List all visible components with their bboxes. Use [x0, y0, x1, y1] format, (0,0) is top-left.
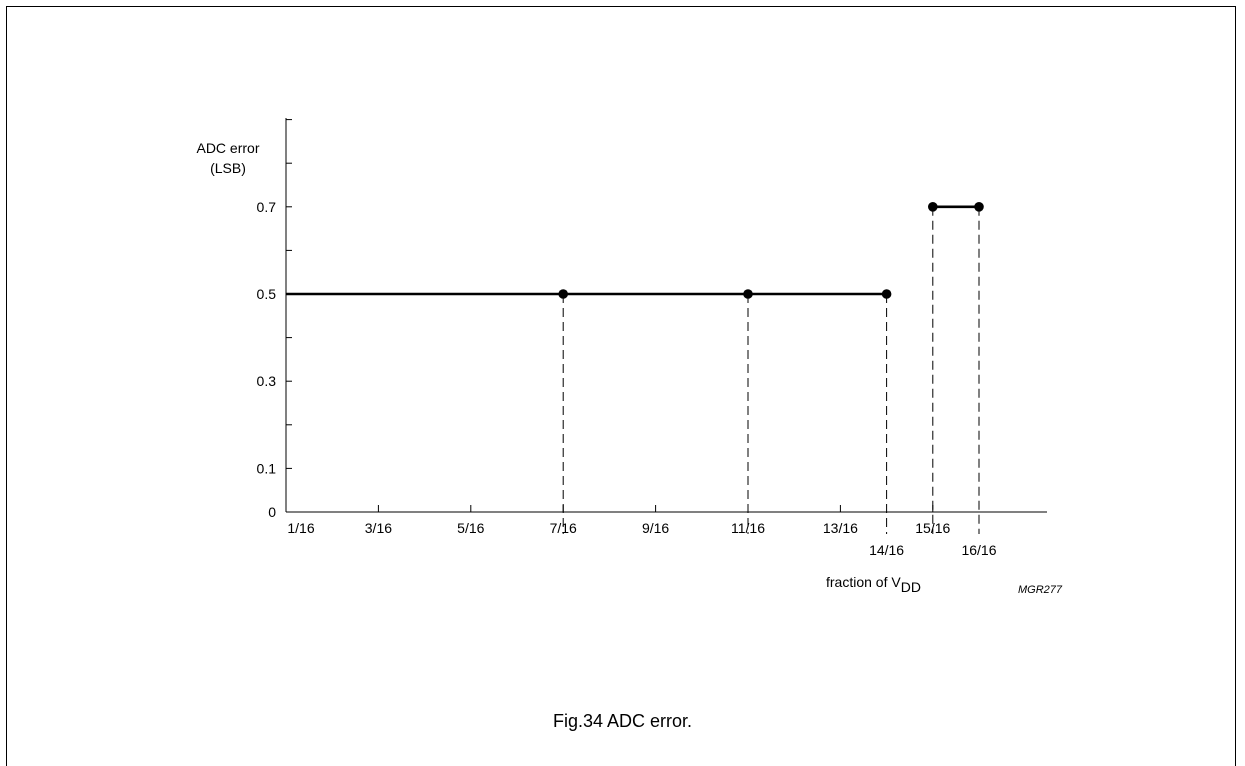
data-point [743, 289, 753, 299]
x-tick-label: 13/16 [823, 520, 858, 536]
data-point [928, 202, 938, 212]
x-axis-label: fraction of VDD [826, 574, 921, 595]
figure-frame [6, 6, 1236, 766]
x-tick-label: 15/16 [915, 520, 950, 536]
x-axis-label-subscript: DD [901, 579, 921, 595]
y-tick-label: 0.5 [257, 286, 277, 302]
x-tick-label: 1/16 [287, 520, 314, 536]
data-point [974, 202, 984, 212]
y-tick-label: 0.1 [257, 460, 277, 476]
figure-code: MGR277 [1018, 584, 1063, 596]
x-tick-label: 9/16 [642, 520, 669, 536]
x-tick-label: 14/16 [869, 542, 904, 558]
y-tick-label: 0.7 [257, 199, 277, 215]
y-axis-label-unit: (LSB) [210, 160, 246, 176]
x-tick-label: 5/16 [457, 520, 484, 536]
y-tick-label: 0 [268, 504, 276, 520]
figure-caption: Fig.34 ADC error. [552, 711, 693, 731]
y-axis-label: ADC error [196, 140, 259, 156]
x-tick-label: 16/16 [961, 542, 996, 558]
x-tick-label: 7/16 [550, 520, 577, 536]
x-tick-label: 11/16 [731, 520, 765, 536]
data-point [558, 289, 568, 299]
data-point [881, 289, 892, 299]
x-tick-label: 3/16 [365, 520, 392, 536]
y-tick-label: 0.3 [257, 373, 277, 389]
